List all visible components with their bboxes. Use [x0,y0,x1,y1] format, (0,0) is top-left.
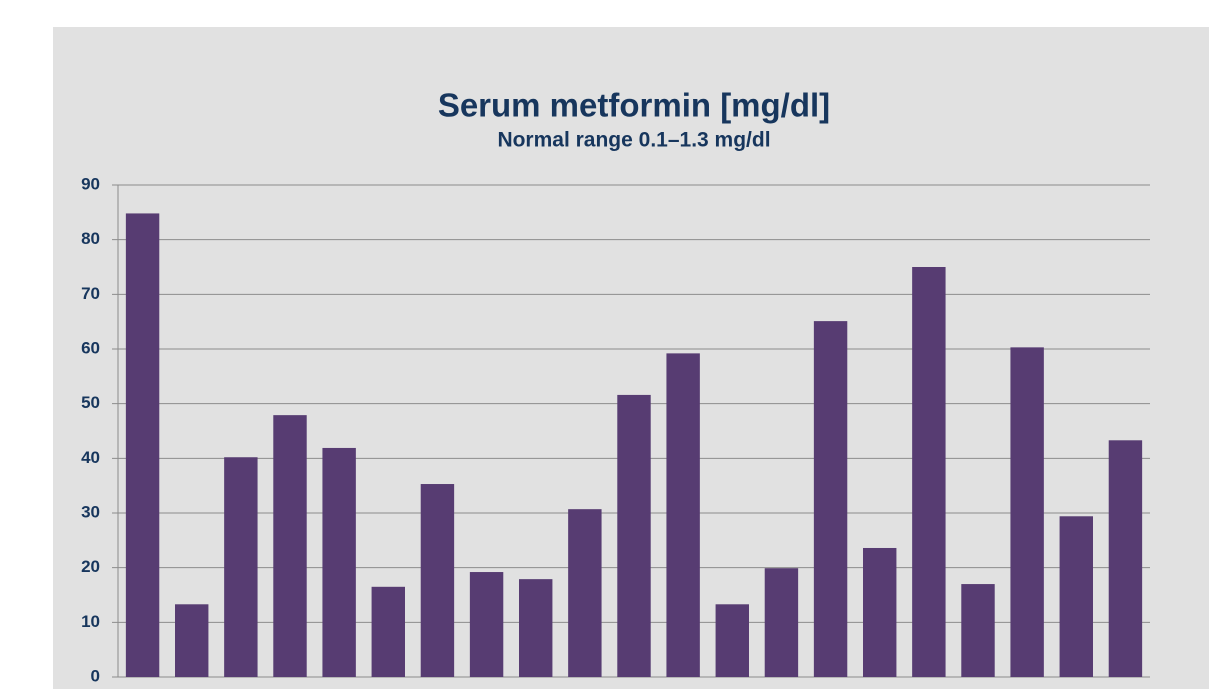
bar [912,267,946,677]
y-tick-label: 10 [81,612,100,631]
bar [273,415,307,677]
bar [863,547,897,677]
chart-subtitle: Normal range 0.1–1.3 mg/dl [497,129,770,152]
bar [469,572,504,677]
y-tick-label: 30 [81,502,100,521]
bar [322,447,356,677]
y-tick-label: 70 [81,284,100,303]
y-tick-label: 90 [81,174,100,193]
bar [961,584,995,677]
bar [175,604,209,677]
y-tick-label: 20 [81,557,100,576]
bar [371,586,405,677]
y-tick-label: 0 [91,666,100,685]
bar [224,457,258,677]
y-tick-label: 80 [81,229,100,248]
y-tick-label: 50 [81,393,100,412]
bar [617,394,651,677]
bar [666,353,700,677]
bar [568,509,602,677]
bar [519,579,553,677]
bar [764,568,799,677]
bar [813,321,848,677]
bar [1108,440,1143,677]
chart-title: Serum metformin [mg/dl] [438,87,830,124]
y-tick-label: 40 [81,448,100,467]
y-tick-label: 60 [81,338,100,357]
bar [1059,516,1093,677]
bar [1010,347,1044,677]
bar [420,484,455,677]
bar [715,604,749,677]
bar [125,213,160,677]
